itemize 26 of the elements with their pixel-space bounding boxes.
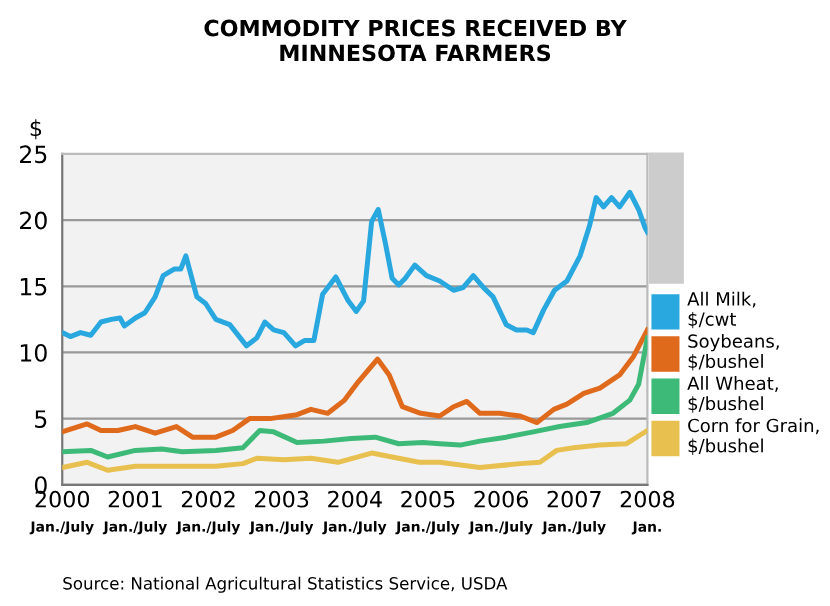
x-tick-label: 2006 — [474, 490, 528, 508]
line-series — [62, 327, 648, 440]
legend-label: Corn for Grain, $/bushel — [688, 418, 819, 455]
x-tick-label: 2007 — [547, 490, 601, 508]
y-tick-label: 5 — [35, 410, 47, 428]
y-tick-label: 20 — [20, 211, 47, 230]
y-tick-label: 25 — [20, 145, 47, 164]
legend-label: All Milk, $/cwt — [687, 291, 756, 329]
y-tick-label: 15 — [20, 278, 47, 296]
line-series — [62, 189, 648, 349]
legend-label: Soybeans, $/bushel — [688, 333, 779, 371]
x-tick-label: 2005 — [401, 490, 455, 508]
line-series — [62, 428, 648, 473]
x-tick-label: 2002 — [181, 490, 235, 508]
legend-label: All Wheat, $/bushel — [687, 376, 778, 413]
y-tick-label: 0 — [34, 476, 47, 495]
source-note: Source: National Agricultural Statistics Service, USDA — [63, 576, 508, 593]
x-tick-label: 2004 — [328, 490, 382, 508]
y-tick-label: 10 — [20, 343, 47, 362]
y-axis-title: $ — [30, 119, 42, 140]
x-tick-label: 2001 — [108, 490, 162, 508]
x-tick-label: 2003 — [255, 490, 309, 508]
x-tick-label: 2008 — [620, 490, 675, 508]
chart-title: COMMODITY PRICES RECEIVED BY MINNESOTA FARMERS — [204, 19, 627, 62]
line-series — [62, 335, 648, 460]
x-tick-label: 2000 — [35, 490, 90, 508]
